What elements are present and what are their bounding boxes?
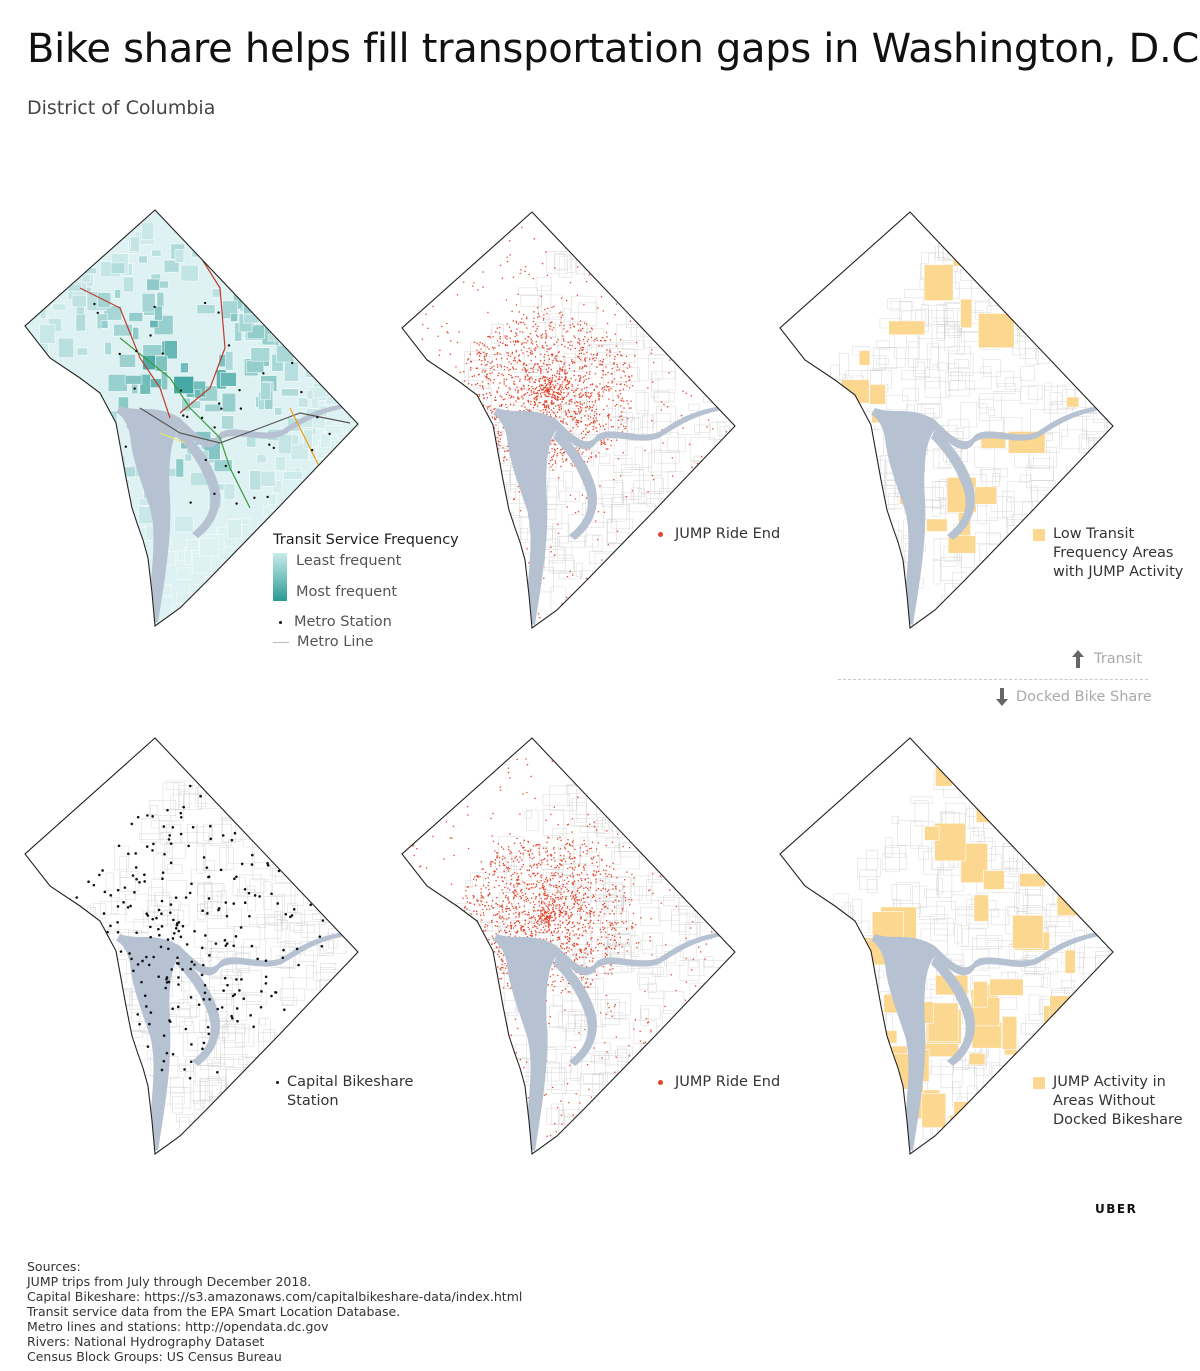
docked-direction: Docked Bike Share	[994, 687, 1152, 707]
legend-least: Least frequent	[296, 553, 402, 569]
yellow-area-swatch	[1033, 529, 1045, 541]
legend-low-transit: Low Transit Frequency Areas with JUMP Ac…	[1033, 525, 1183, 582]
sources: Sources: JUMP trips from July through De…	[27, 1259, 522, 1364]
river-layer	[116, 931, 350, 1151]
legend-jump-top: JUMP Ride End	[658, 525, 780, 544]
district-outline	[779, 211, 1114, 630]
source-line: Sources:	[27, 1259, 81, 1274]
map-jump-ride-end-bottom	[401, 737, 736, 1156]
map-no-dock-jump	[779, 737, 1114, 1156]
source-line: Metro lines and stations: http://opendat…	[27, 1319, 329, 1334]
legend-line-2: Frequency Areas	[1053, 545, 1174, 561]
legend-no-dock: JUMP Activity in Areas Without Docked Bi…	[1033, 1073, 1183, 1130]
bikeshare-dot-swatch	[276, 1081, 279, 1084]
frequency-gradient-swatch	[273, 553, 287, 601]
map-jump-ride-end-top	[401, 211, 736, 630]
arrow-down-icon	[996, 688, 1008, 706]
legend-metro-line: Metro Line	[297, 634, 374, 650]
river-layer	[871, 931, 1105, 1151]
source-line: JUMP trips from July through December 20…	[27, 1274, 312, 1289]
legend-jump-ride-end: JUMP Ride End	[675, 1074, 781, 1090]
page-subtitle: District of Columbia	[27, 97, 216, 119]
transit-label: Transit	[1094, 651, 1143, 667]
arrow-up-icon	[1072, 650, 1084, 668]
district-outline	[401, 737, 736, 1156]
map-bikeshare-stations	[24, 737, 359, 1156]
metro-line-swatch	[273, 642, 289, 643]
transit-direction: Transit	[1070, 649, 1142, 669]
yellow-area-swatch	[1033, 1077, 1045, 1089]
district-outline	[401, 211, 736, 630]
legend-transit: Transit Service Frequency Least frequent…	[273, 531, 459, 652]
source-line: Capital Bikeshare: https://s3.amazonaws.…	[27, 1289, 523, 1304]
page-title: Bike share helps fill transportation gap…	[27, 26, 1200, 72]
metro-lines	[79, 247, 351, 509]
docked-label: Docked Bike Share	[1016, 689, 1152, 705]
legend-most: Most frequent	[296, 584, 398, 600]
legend-jump-ride-end: JUMP Ride End	[675, 526, 781, 542]
legend-metro-station: Metro Station	[294, 614, 392, 630]
river-layer	[493, 405, 727, 625]
legend-line-3: Docked Bikeshare	[1053, 1112, 1183, 1128]
uber-logo: UBER	[1095, 1202, 1138, 1216]
district-outline	[779, 737, 1114, 1156]
source-line: Transit service data from the EPA Smart …	[27, 1304, 401, 1319]
river-layer	[116, 403, 350, 623]
map-low-transit-jump	[779, 211, 1114, 630]
jump-dot-swatch	[658, 1080, 663, 1085]
legend-jump-bottom: JUMP Ride End	[658, 1073, 780, 1092]
map-transit-frequency	[24, 209, 359, 628]
section-divider	[838, 679, 1148, 680]
source-line: Census Block Groups: US Census Bureau	[27, 1349, 282, 1364]
legend-line-1: Low Transit	[1053, 526, 1135, 542]
legend-line-1: Capital Bikeshare	[287, 1074, 414, 1090]
river-layer	[493, 931, 727, 1151]
district-outline	[24, 737, 359, 1156]
metro-station-swatch	[279, 621, 282, 624]
source-line: Rivers: National Hydrography Dataset	[27, 1334, 265, 1349]
river-layer	[871, 405, 1105, 625]
legend-line-2: Station	[287, 1093, 339, 1109]
district-outline	[24, 209, 359, 628]
legend-line-2: Areas Without	[1053, 1093, 1156, 1109]
legend-line-3: with JUMP Activity	[1053, 564, 1184, 580]
legend-line-1: JUMP Activity in	[1053, 1074, 1166, 1090]
jump-dot-swatch	[658, 532, 663, 537]
legend-title: Transit Service Frequency	[273, 532, 459, 548]
legend-bikeshare: Capital Bikeshare Station	[276, 1073, 413, 1111]
